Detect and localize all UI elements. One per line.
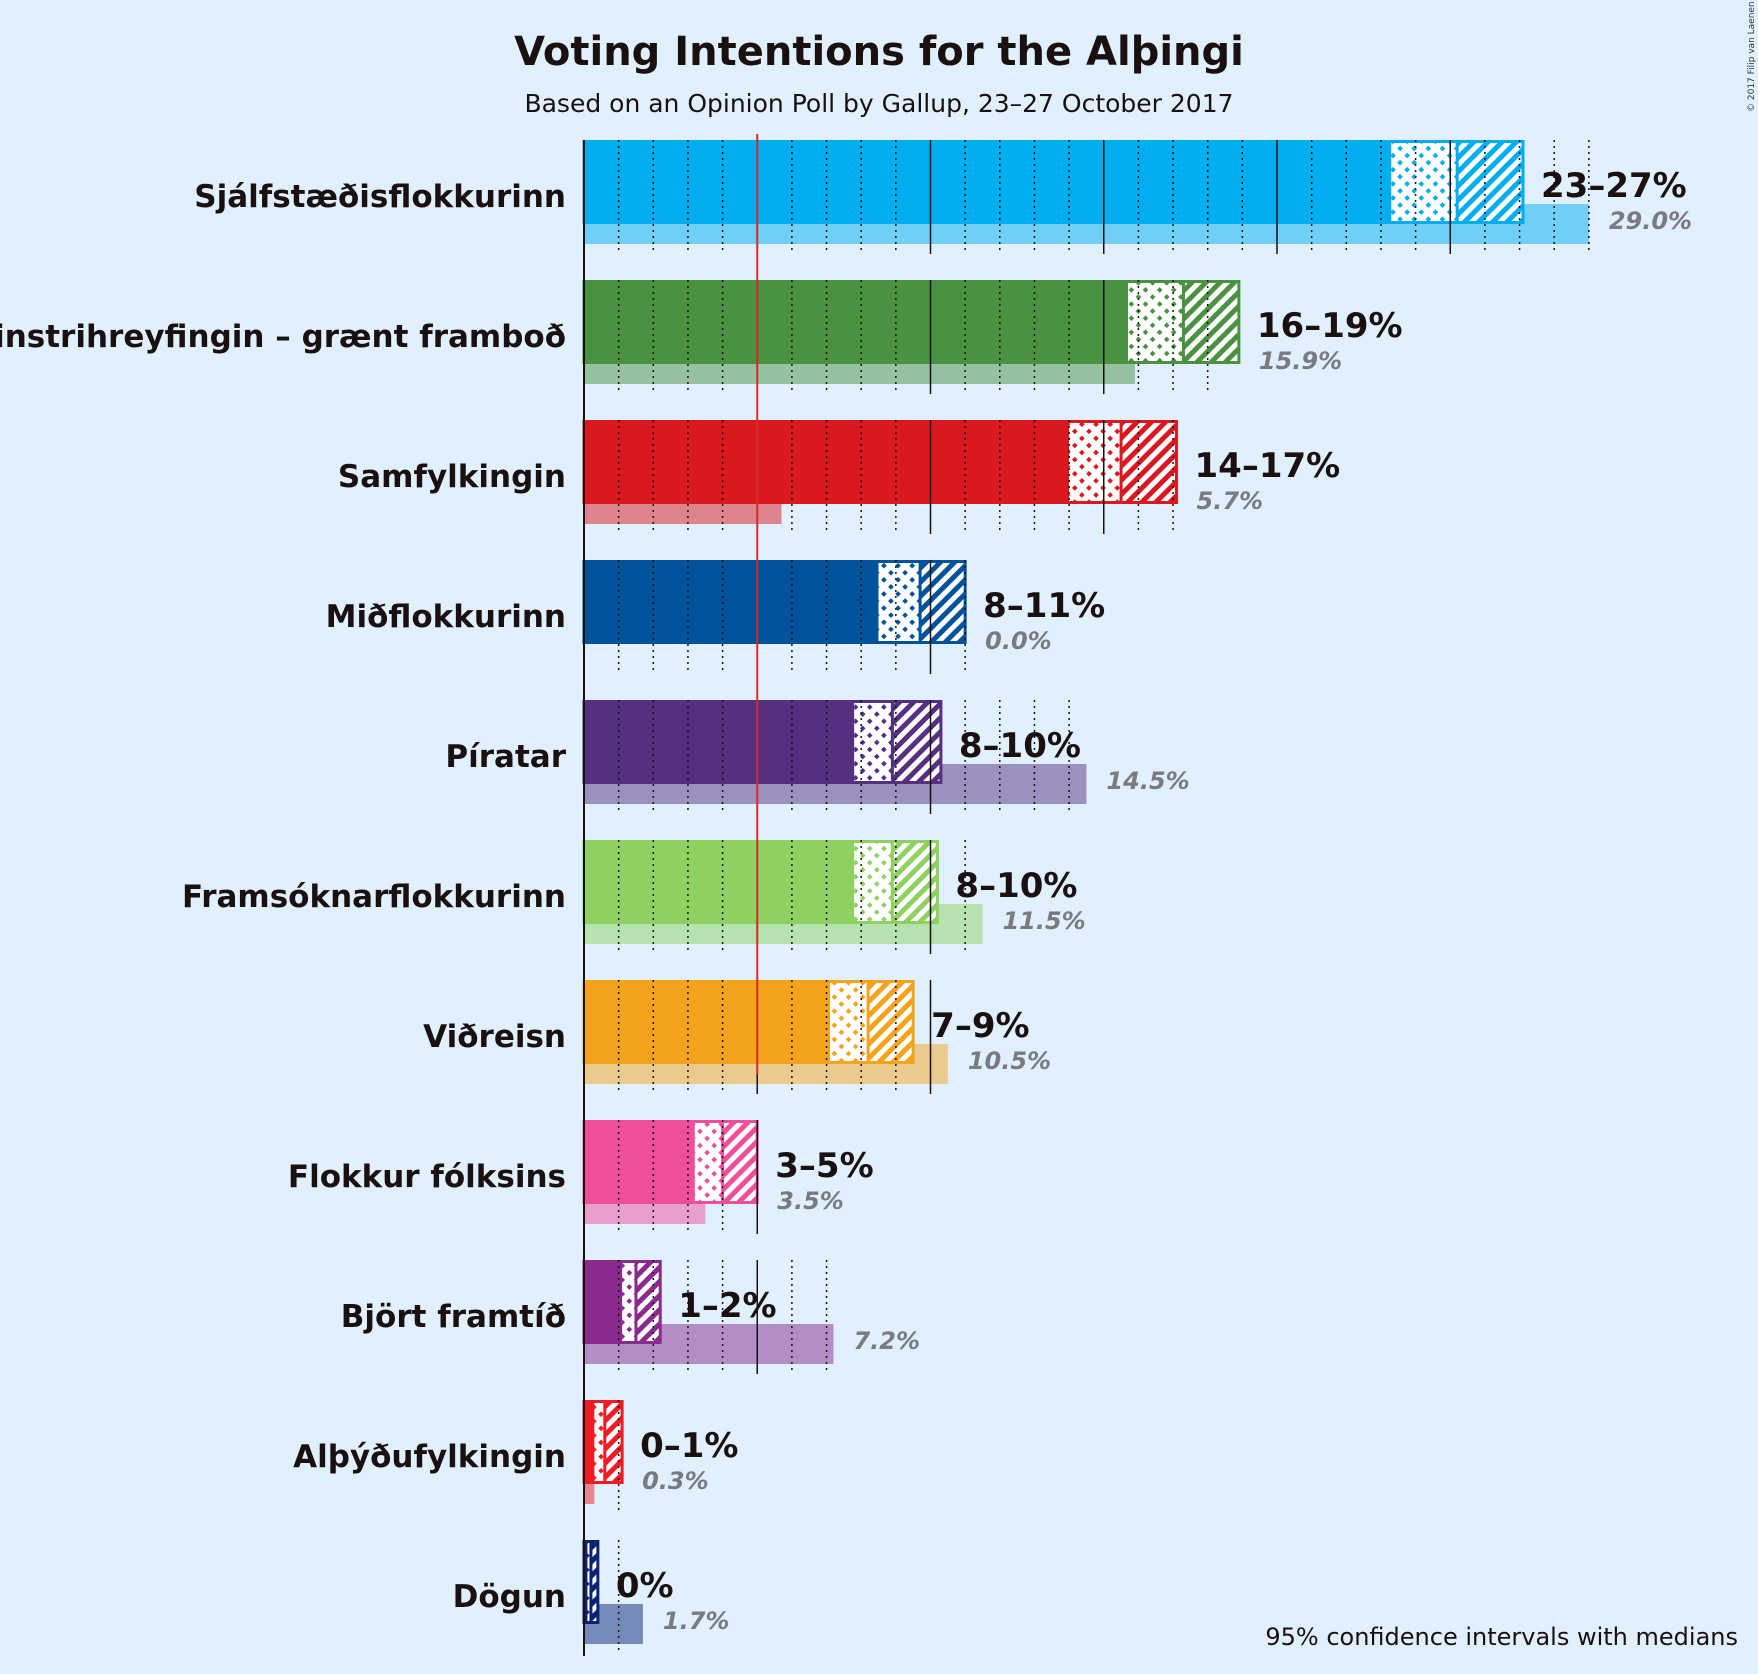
range-label: 3–5%: [775, 1146, 873, 1186]
ci-solid-bar: [584, 140, 1392, 224]
ci-solid-bar: [584, 700, 855, 784]
ci-outer-interval: [868, 981, 914, 1063]
party-row: Miðflokkurinn 8–11%0.0%: [326, 560, 1105, 655]
ci-inner-interval: [878, 561, 921, 643]
previous-result-label: 14.5%: [1106, 767, 1189, 795]
party-name: Björt framtíð: [341, 1299, 566, 1335]
ci-outer-interval: [590, 1541, 598, 1623]
range-label: 0%: [616, 1566, 674, 1606]
chart-title: Voting Intentions for the Alþingi: [514, 29, 1244, 75]
party-row: Björt framtíð 1–2% 7.2%: [341, 1260, 920, 1364]
ci-solid-bar: [584, 840, 855, 924]
range-label: 8–10%: [955, 866, 1077, 906]
ci-outer-interval: [722, 1121, 758, 1203]
previous-result-label: 0.0%: [985, 627, 1052, 655]
ci-inner-interval: [694, 1121, 723, 1203]
party-row: Framsóknarflokkurinn 8–10%11.5%: [182, 840, 1086, 944]
ci-inner-interval: [1391, 141, 1458, 223]
ci-inner-interval: [1128, 281, 1184, 363]
ci-solid-bar: [584, 560, 879, 644]
previous-result-label: 3.5%: [777, 1187, 844, 1215]
ci-solid-bar: [584, 1540, 588, 1624]
ci-solid-bar: [584, 1400, 595, 1484]
ci-solid-bar: [584, 980, 831, 1064]
ci-inner-interval: [594, 1401, 605, 1483]
ci-outer-interval: [604, 1401, 623, 1483]
range-label: 8–11%: [983, 586, 1105, 626]
range-label: 14–17%: [1195, 446, 1341, 486]
party-name: Píratar: [445, 739, 566, 775]
chart-subtitle: Based on an Opinion Poll by Gallup, 23–2…: [524, 89, 1233, 118]
ci-inner-interval: [622, 1261, 636, 1343]
party-row: Dögun 0%1.7%: [453, 1540, 730, 1644]
previous-result-label: 7.2%: [853, 1327, 920, 1355]
party-name: Vinstrihreyfingin – grænt framboð: [0, 319, 566, 355]
ci-inner-interval: [854, 841, 893, 923]
ci-inner-interval: [830, 981, 869, 1063]
ci-outer-interval: [920, 561, 966, 643]
party-name: Sjálfstæðisflokkurinn: [194, 179, 566, 215]
ci-inner-interval: [1069, 421, 1122, 503]
ci-solid-bar: [584, 1260, 623, 1344]
party-row: Samfylkingin 14–17%5.7%: [338, 420, 1340, 524]
range-label: 7–9%: [931, 1006, 1029, 1046]
ci-outer-interval: [1457, 141, 1524, 223]
previous-result-label: 15.9%: [1259, 347, 1342, 375]
party-name: Miðflokkurinn: [326, 599, 566, 635]
range-label: 0–1%: [640, 1426, 738, 1466]
range-label: 16–19%: [1257, 306, 1403, 346]
party-name: Viðreisn: [423, 1019, 566, 1055]
previous-result-label: 1.7%: [663, 1607, 730, 1635]
previous-result-label: 5.7%: [1197, 487, 1264, 515]
party-row: Flokkur fólksins 3–5%3.5%: [288, 1120, 874, 1224]
party-row: Alþýðufylkingin 0–1%0.3%: [293, 1400, 739, 1504]
party-name: Flokkur fólksins: [288, 1159, 566, 1195]
party-name: Framsóknarflokkurinn: [182, 879, 566, 915]
ci-solid-bar: [584, 280, 1129, 364]
party-row: Píratar 8–10% 14.5%: [445, 700, 1190, 804]
range-label: 8–10%: [959, 726, 1081, 766]
previous-result-label: 29.0%: [1609, 207, 1692, 235]
party-row: Viðreisn 7–9%10.5%: [423, 980, 1051, 1084]
ci-inner-interval: [587, 1541, 591, 1623]
previous-result-label: 0.3%: [642, 1467, 709, 1495]
party-name: Alþýðufylkingin: [293, 1439, 566, 1475]
party-row: Vinstrihreyfingin – grænt framboð 16–19%1…: [0, 280, 1403, 384]
previous-result-label: 11.5%: [1002, 907, 1085, 935]
footnote: 95% confidence intervals with medians: [1265, 1623, 1738, 1651]
ci-outer-interval: [635, 1261, 661, 1343]
ci-outer-interval: [892, 701, 941, 783]
previous-result-label: 10.5%: [968, 1047, 1051, 1075]
party-row: Sjálfstæðisflokkurinn 23–27%29.0%: [194, 140, 1692, 244]
ci-outer-interval: [1183, 281, 1239, 363]
ci-solid-bar: [584, 1120, 695, 1204]
range-label: 1–2%: [678, 1286, 776, 1326]
party-name: Samfylkingin: [338, 459, 566, 495]
copyright-note: © 2017 Filip van Laenen: [1747, 1, 1757, 112]
range-label: 23–27%: [1541, 166, 1687, 206]
ci-outer-interval: [1121, 421, 1177, 503]
ci-inner-interval: [854, 701, 893, 783]
party-name: Dögun: [453, 1579, 566, 1615]
